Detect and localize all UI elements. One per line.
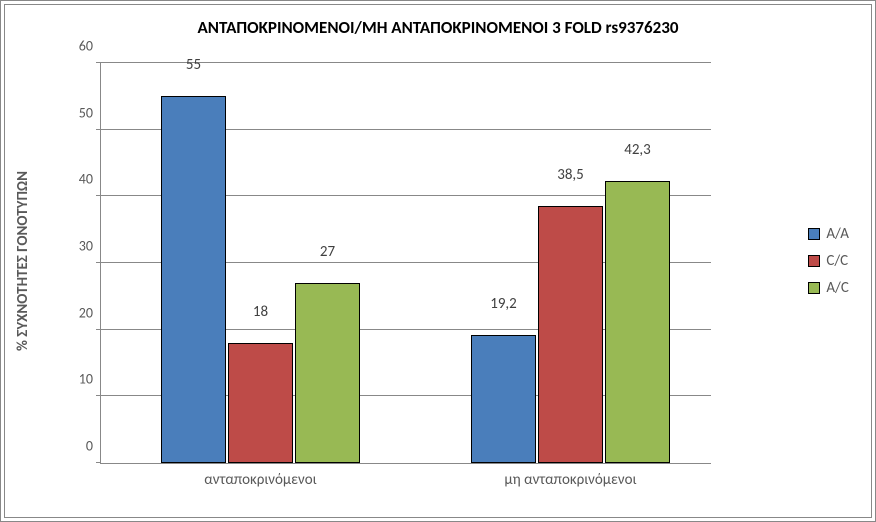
y-tick-mark <box>96 395 101 396</box>
legend-label: A/C <box>826 279 848 297</box>
chart-inner-border: ΑΝΤΑΠΟΚΡΙΝΟΜΕΝΟΙ/ΜΗ ΑΝΤΑΠΟΚΡΙΝΟΜΕΝΟΙ 3 F… <box>4 4 872 518</box>
x-category-label: μη ανταποκρινόμενοι <box>504 463 636 489</box>
y-tick-label: 50 <box>79 104 101 121</box>
plot-area: 0102030405060551827ανταποκρινόμενοι19,23… <box>100 63 711 464</box>
legend: A/A C/C A/C <box>808 216 849 306</box>
y-tick-label: 40 <box>79 171 101 188</box>
y-axis-label: % ΣΥΧΝΟΤΗΤΕΣ ΓΟΝΟΤΥΠΩΝ <box>14 171 32 351</box>
y-tick-label: 10 <box>79 371 101 388</box>
bar-value-label: 55 <box>186 56 201 74</box>
legend-swatch <box>808 228 820 240</box>
y-tick-mark <box>96 129 101 130</box>
bar-value-label: 38,5 <box>557 166 584 184</box>
legend-label: C/C <box>826 252 848 270</box>
bar <box>538 206 603 463</box>
bar-value-label: 27 <box>320 243 335 261</box>
bar <box>471 335 536 463</box>
legend-item: A/C <box>808 279 849 297</box>
bar <box>295 283 360 463</box>
chart-title: ΑΝΤΑΠΟΚΡΙΝΟΜΕΝΟΙ/ΜΗ ΑΝΤΑΠΟΚΡΙΝΟΜΕΝΟΙ 3 F… <box>5 17 871 38</box>
y-tick-mark <box>96 195 101 196</box>
y-tick-mark <box>96 262 101 263</box>
legend-item: C/C <box>808 252 849 270</box>
chart-container: ΑΝΤΑΠΟΚΡΙΝΟΜΕΝΟΙ/ΜΗ ΑΝΤΑΠΟΚΡΙΝΟΜΕΝΟΙ 3 F… <box>0 0 876 522</box>
y-tick-label: 30 <box>79 238 101 255</box>
bar-value-label: 42,3 <box>624 141 651 159</box>
bar <box>228 343 293 463</box>
bar <box>161 96 226 463</box>
y-tick-mark <box>96 329 101 330</box>
legend-item: A/A <box>808 225 849 243</box>
legend-swatch <box>808 282 820 294</box>
bar <box>605 181 670 463</box>
bar-value-label: 18 <box>253 303 268 321</box>
x-category-label: ανταποκρινόμενοι <box>204 463 317 489</box>
y-tick-mark <box>96 462 101 463</box>
y-tick-label: 20 <box>79 304 101 321</box>
legend-label: A/A <box>826 225 849 243</box>
y-tick-mark <box>96 62 101 63</box>
y-tick-label: 60 <box>79 38 101 55</box>
bar-value-label: 19,2 <box>490 295 517 313</box>
y-tick-label: 0 <box>86 438 101 455</box>
legend-swatch <box>808 255 820 267</box>
